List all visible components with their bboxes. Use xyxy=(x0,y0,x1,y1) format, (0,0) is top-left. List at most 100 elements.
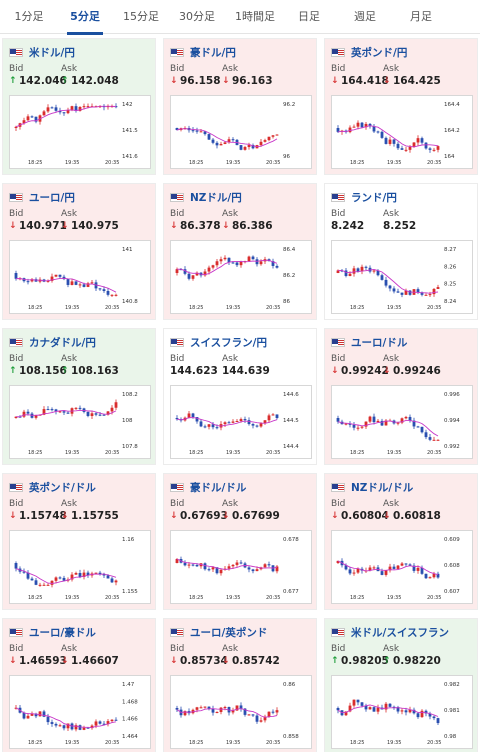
candle-body xyxy=(42,584,46,586)
rate-card[interactable]: 米ドル/円 Bid Ask ↑ 142.046 ↑ 142.048 142 141.5 141.6… xyxy=(2,38,156,175)
currency-pair[interactable]: 英ポンド/円 xyxy=(351,46,408,59)
arrow-down-icon: ↓ xyxy=(61,511,69,521)
rate-card[interactable]: 米ドル/スイスフラン Bid Ask ↑ 0.98205 ↑ 0.98220 0.982 0.9… xyxy=(324,618,478,752)
candle-body xyxy=(251,569,255,572)
candle-body xyxy=(432,288,436,295)
rate-card[interactable]: スイスフラン/円 Bid Ask 144.623 144.639 144.6 144.5 14… xyxy=(163,328,317,465)
mini-chart[interactable]: 1.16 1.155 18:25 19:35 20:35 xyxy=(9,530,151,604)
candle-body xyxy=(191,275,195,279)
currency-pair[interactable]: ユーロ/英ポンド xyxy=(190,626,268,639)
candle-body xyxy=(46,280,50,282)
mini-chart[interactable]: 1.47 1.468 1.466 1.464 18:25 19:35 20:35 xyxy=(9,675,151,749)
tab-1hour[interactable]: 1時間足 xyxy=(235,10,275,23)
rate-card[interactable]: ランド/円 Bid Ask 8.242 8.252 8.27 8.26 8.25 8.24 18:… xyxy=(324,183,478,320)
rate-card[interactable]: ユーロ/英ポンド Bid Ask ↓ 0.85734 ↓ 0.85742 0.86 0.858 1… xyxy=(163,618,317,752)
candle-body xyxy=(416,138,420,143)
mini-chart[interactable]: 0.982 0.981 0.98 18:25 19:35 20:35 xyxy=(331,675,473,749)
currency-pair[interactable]: 米ドル/円 xyxy=(29,46,75,59)
currency-pair[interactable]: スイスフラン/円 xyxy=(190,336,268,349)
currency-pair[interactable]: 豪ドル/円 xyxy=(190,46,236,59)
mini-chart[interactable]: 0.609 0.608 0.607 18:25 19:35 20:35 xyxy=(331,530,473,604)
candle-body xyxy=(227,257,231,263)
mini-chart[interactable]: 144.6 144.5 144.4 18:25 19:35 20:35 xyxy=(170,385,312,459)
candle-body xyxy=(50,276,54,281)
candle-body xyxy=(82,106,86,108)
arrow-down-icon: ↓ xyxy=(331,366,339,376)
rate-card[interactable]: 英ポンド/円 Bid Ask ↓ 164.418 ↓ 164.425 164.4 164.2 16… xyxy=(324,38,478,175)
moving-average-line xyxy=(176,417,278,427)
mini-chart[interactable]: 142 141.5 141.6 18:25 19:35 20:35 xyxy=(9,95,151,169)
mini-chart[interactable]: 8.27 8.26 8.25 8.24 18:25 19:35 20:35 xyxy=(331,240,473,314)
mini-chart[interactable]: 164.4 164.2 164 18:25 19:35 20:35 xyxy=(331,95,473,169)
tab-1min[interactable]: 1分足 xyxy=(14,10,44,23)
rate-card[interactable]: ユーロ/円 Bid Ask ↓ 140.971 ↓ 140.975 141 140.8 18:25… xyxy=(2,183,156,320)
y-tick-label: 0.677 xyxy=(283,589,299,595)
mini-chart[interactable]: 86.4 86.2 86 18:25 19:35 20:35 xyxy=(170,240,312,314)
eu-flag-icon xyxy=(331,337,345,347)
ask-value: ↓ 1.15755 xyxy=(61,510,119,522)
tab-5min[interactable]: 5分足 xyxy=(58,0,112,35)
x-tick-label: 19:35 xyxy=(387,450,401,456)
candle-body xyxy=(251,256,255,260)
currency-pair[interactable]: NZドル/円 xyxy=(190,191,242,204)
candle-body xyxy=(82,727,86,730)
currency-pair[interactable]: NZドル/ドル xyxy=(351,481,414,494)
y-tick-label: 1.466 xyxy=(122,717,138,723)
candle-body xyxy=(408,564,412,566)
ask-price: 1.15755 xyxy=(71,510,119,522)
candle-body xyxy=(384,279,388,286)
bid-price: 96.158 xyxy=(180,75,221,87)
candle-body xyxy=(50,722,54,724)
rate-card[interactable]: ユーロ/ドル Bid Ask ↓ 0.99242 ↓ 0.99246 0.996 0.994 0.… xyxy=(324,328,478,465)
rate-card[interactable]: カナダドル/円 Bid Ask ↑ 108.156 ↑ 108.163 108.2 108 107… xyxy=(2,328,156,465)
currency-pair[interactable]: ユーロ/ドル xyxy=(351,336,408,349)
mini-chart[interactable]: 0.996 0.994 0.992 18:25 19:35 20:35 xyxy=(331,385,473,459)
tab-monthly[interactable]: 月足 xyxy=(410,10,432,23)
currency-pair[interactable]: ユーロ/豪ドル xyxy=(29,626,96,639)
candlestick-chart: 0.86 0.858 18:25 19:35 20:35 xyxy=(175,682,299,746)
candle-body xyxy=(30,116,34,118)
tab-30min[interactable]: 30分足 xyxy=(179,10,215,23)
x-tick-label: 18:25 xyxy=(189,740,203,746)
candle-body xyxy=(368,123,372,127)
tab-15min[interactable]: 15分足 xyxy=(123,10,159,23)
currency-pair[interactable]: ユーロ/円 xyxy=(29,191,75,204)
candle-body xyxy=(271,261,275,266)
mini-chart[interactable]: 0.678 0.677 18:25 19:35 20:35 xyxy=(170,530,312,604)
rate-card[interactable]: 豪ドル/円 Bid Ask ↓ 96.158 ↓ 96.163 96.2 96 18:25 19:3… xyxy=(163,38,317,175)
currency-pair[interactable]: 米ドル/スイスフラン xyxy=(351,626,450,639)
arrow-up-icon: ↑ xyxy=(9,76,17,86)
currency-pair[interactable]: 豪ドル/ドル xyxy=(190,481,247,494)
candle-body xyxy=(404,710,408,713)
currency-pair[interactable]: ランド/円 xyxy=(351,191,397,204)
candle-body xyxy=(436,287,440,289)
currency-pair[interactable]: 英ポンド/ドル xyxy=(29,481,96,494)
tab-daily[interactable]: 日足 xyxy=(298,10,320,23)
candle-body xyxy=(22,571,26,573)
mini-chart[interactable]: 0.86 0.858 18:25 19:35 20:35 xyxy=(170,675,312,749)
candle-body xyxy=(199,707,203,709)
moving-average-line xyxy=(15,105,117,128)
nz-flag-icon xyxy=(170,192,184,202)
ask-value: ↓ 1.46607 xyxy=(61,655,119,667)
mini-chart[interactable]: 96.2 96 18:25 19:35 20:35 xyxy=(170,95,312,169)
tab-weekly[interactable]: 週足 xyxy=(354,10,376,23)
moving-average-line xyxy=(337,419,439,437)
candle-body xyxy=(106,575,110,579)
rate-card[interactable]: NZドル/円 Bid Ask ↓ 86.378 ↓ 86.386 86.4 86.2 86 18:2… xyxy=(163,183,317,320)
candle-body xyxy=(74,407,78,409)
rate-card[interactable]: NZドル/ドル Bid Ask ↓ 0.60804 ↓ 0.60818 0.609 0.608 0… xyxy=(324,473,478,610)
rate-card[interactable]: ユーロ/豪ドル Bid Ask ↓ 1.46593 ↓ 1.46607 1.47 1.468 1.… xyxy=(2,618,156,752)
candle-body xyxy=(70,574,74,580)
mini-chart[interactable]: 108.2 108 107.8 18:25 19:35 20:35 xyxy=(9,385,151,459)
candle-body xyxy=(219,259,223,262)
y-tick-label: 1.16 xyxy=(122,537,135,543)
mini-chart[interactable]: 141 140.8 18:25 19:35 20:35 xyxy=(9,240,151,314)
candle-body xyxy=(102,723,106,725)
rate-card[interactable]: 豪ドル/ドル Bid Ask ↓ 0.67693 ↓ 0.67699 0.678 0.677 18… xyxy=(163,473,317,610)
candle-body xyxy=(239,705,243,709)
rate-card[interactable]: 英ポンド/ドル Bid Ask ↓ 1.15748 ↓ 1.15755 1.16 1.155 18… xyxy=(2,473,156,610)
candlestick-chart: 108.2 108 107.8 18:25 19:35 20:35 xyxy=(14,392,138,456)
candle-body xyxy=(263,564,267,568)
currency-pair[interactable]: カナダドル/円 xyxy=(29,336,96,349)
